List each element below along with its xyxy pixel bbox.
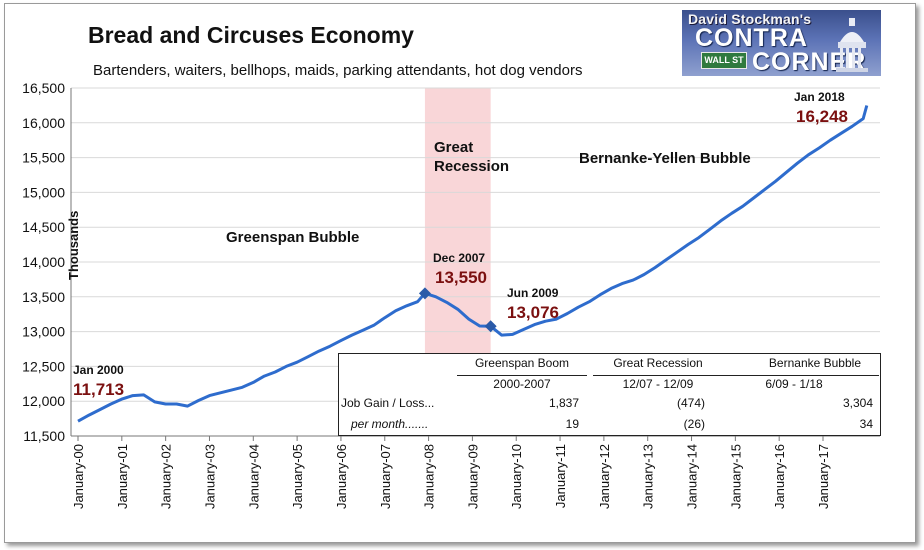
col-header-1: Greenspan Boom	[474, 356, 570, 370]
x-tick-label: January-12	[597, 444, 612, 509]
job-stats-table: Greenspan Boom 2000-2007 Great Recession…	[338, 353, 881, 436]
per-month-recession: (26)	[683, 417, 705, 431]
x-tick-label: January-06	[334, 444, 349, 509]
x-tick-label: January-17	[816, 444, 831, 509]
job-gain-recession: (474)	[676, 396, 705, 410]
x-tick-label: January-15	[728, 444, 743, 509]
y-tick-label: 13,000	[22, 324, 65, 340]
chart-subtitle: Bartenders, waiters, bellhops, maids, pa…	[93, 62, 583, 79]
x-tick-label: January-14	[685, 444, 700, 509]
series-line	[77, 105, 869, 423]
contra-corner-logo: David Stockman's CONTRA WALL ST CORNER	[682, 10, 881, 76]
annotation-value-jan-2000: 11,713	[73, 380, 124, 399]
annotation-date-jan-2018: Jan 2018	[794, 90, 845, 104]
y-tick-label: 11,500	[23, 428, 65, 444]
y-tick-label: 14,000	[22, 254, 65, 270]
row-label-job-gain: Job Gain / Loss...	[341, 396, 435, 410]
col-header-2: Great Recession	[613, 356, 703, 370]
x-tick-label: January-16	[772, 444, 787, 509]
per-month-bernanke: 34	[859, 417, 873, 431]
annotation-value-dec-2007: 13,550	[435, 268, 487, 287]
great-recession-label-line-2: Recession	[434, 158, 509, 175]
y-tick-label: 16,000	[22, 115, 65, 131]
job-gain-bernanke: 3,304	[842, 396, 873, 410]
wall-street-sign: WALL ST	[701, 52, 747, 69]
logo-line-2: CONTRA	[695, 24, 808, 52]
y-tick-label: 15,000	[22, 184, 65, 200]
per-month-greenspan: 19	[565, 417, 579, 431]
annotation-date-dec-2007: Dec 2007	[433, 251, 485, 265]
peak-trough-marker	[484, 320, 497, 333]
x-tick-label: January-08	[422, 444, 437, 509]
x-tick-label: January-11	[553, 444, 568, 508]
col-header-3: Bernanke Bubble	[768, 356, 861, 370]
annotation-value-jan-2018: 16,248	[796, 107, 848, 126]
col-period-2: 12/07 - 12/09	[593, 375, 723, 391]
x-tick-label: January-01	[115, 444, 130, 509]
x-tick-label: January-04	[246, 444, 261, 509]
y-tick-label: 12,500	[22, 358, 65, 374]
col-period-1: 2000-2007	[457, 375, 587, 391]
x-tick-label: January-03	[202, 444, 217, 509]
y-tick-label: 14,500	[22, 219, 65, 235]
great-recession-label-line-1: Great	[434, 139, 473, 156]
row-label-per-month: per month.......	[351, 417, 429, 431]
y-axis-label: Thousands	[66, 211, 81, 280]
y-tick-label: 15,500	[22, 150, 65, 166]
y-tick-label: 12,000	[22, 393, 65, 409]
peak-trough-marker	[418, 287, 431, 300]
x-tick-label: January-02	[159, 444, 174, 509]
chart-title: Bread and Circuses Economy	[88, 22, 414, 48]
col-period-3: 6/09 - 1/18	[709, 375, 879, 391]
bernanke-yellen-bubble-label: Bernanke-Yellen Bubble	[579, 150, 751, 167]
annotation-date-jan-2000: Jan 2000	[73, 363, 124, 377]
x-tick-label: January-05	[290, 444, 305, 509]
x-tick-label: January-09	[465, 444, 480, 509]
logo-line-1: David Stockman's	[688, 11, 812, 27]
x-tick-label: January-13	[641, 444, 656, 509]
capitol-dome-icon	[836, 18, 868, 72]
x-tick-label: January-10	[509, 444, 524, 509]
y-tick-label: 16,500	[22, 80, 65, 96]
greenspan-bubble-label: Greenspan Bubble	[226, 229, 359, 246]
x-tick-label: January-07	[378, 444, 393, 509]
x-tick-label: January-00	[71, 444, 86, 509]
job-gain-greenspan: 1,837	[548, 396, 579, 410]
annotation-value-jun-2009: 13,076	[507, 303, 559, 322]
annotation-date-jun-2009: Jun 2009	[507, 286, 559, 300]
y-tick-label: 13,500	[22, 289, 65, 305]
